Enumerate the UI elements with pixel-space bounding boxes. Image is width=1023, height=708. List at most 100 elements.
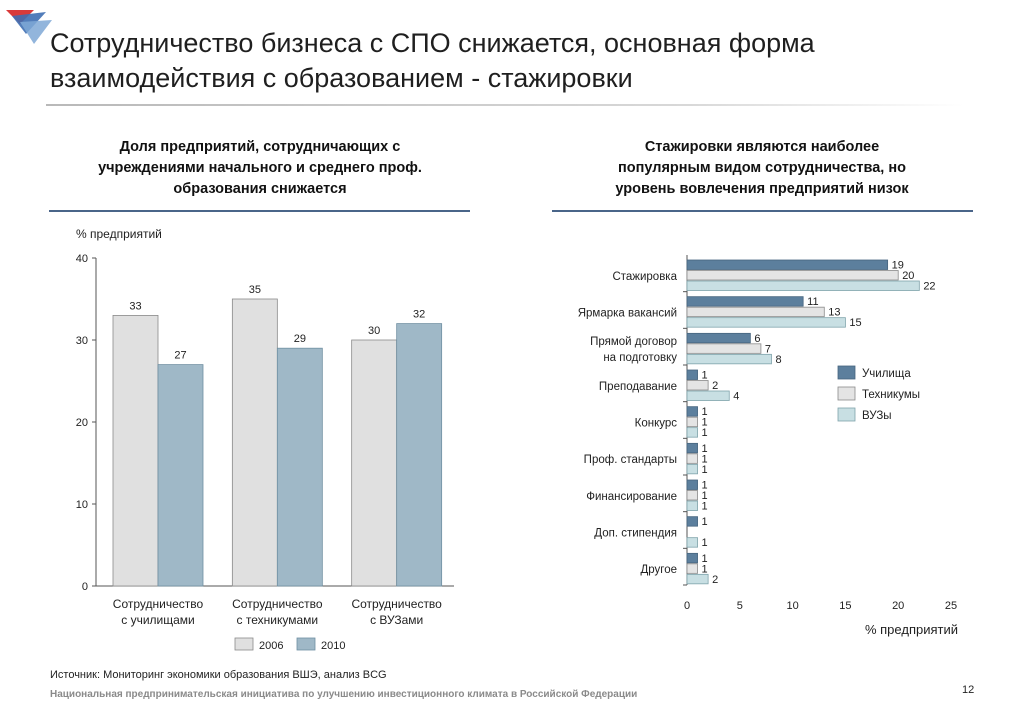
right-heading-line-1: Стажировки являются наиболее xyxy=(644,139,880,155)
left-x-tick-label: Сотрудничество xyxy=(113,597,204,611)
left-x-tick-label: с техникумами xyxy=(237,613,319,627)
bar-2010 xyxy=(396,323,443,587)
hbar-value-label: 6 xyxy=(754,333,760,345)
hbar-ВУЗы xyxy=(686,500,698,511)
footer-org: Национальная предпринимательская инициат… xyxy=(50,689,638,700)
legend-swatch-Техникумы xyxy=(837,386,856,401)
hbar-Училища xyxy=(686,296,804,307)
right-category-label: Стажировка xyxy=(612,271,677,283)
right-category-label: Ярмарка вакансий xyxy=(578,307,677,319)
hbar-value-label: 22 xyxy=(923,281,935,293)
left-y-tick-label: 40 xyxy=(76,253,88,265)
bar-value-label: 30 xyxy=(368,325,380,337)
triangle-logo-icon xyxy=(6,10,52,44)
left-y-tick-label: 10 xyxy=(76,499,88,511)
right-x-tick-label: 5 xyxy=(737,600,743,612)
left-heading-line-2: учреждениями начального и среднего проф. xyxy=(98,160,422,176)
right-x-tick-label: 10 xyxy=(786,600,798,612)
title-line-1: Сотрудничество бизнеса с СПО снижается, … xyxy=(50,28,815,58)
left-panel-heading: Доля предприятий, сотрудничающих с учреж… xyxy=(50,137,470,200)
legend-label-2006: 2006 xyxy=(259,640,283,652)
right-x-axis-label: % предприятий xyxy=(865,622,958,637)
legend-label-ВУЗы: ВУЗы xyxy=(862,410,892,422)
left-y-tick-label: 0 xyxy=(82,581,88,593)
hbar-ВУЗы xyxy=(686,353,772,365)
right-category-label: Финансирование xyxy=(586,491,677,503)
hbar-Техникумы xyxy=(686,453,698,464)
legend-swatch-2010 xyxy=(296,637,316,651)
hbar-Училища xyxy=(686,332,751,344)
hbar-value-label: 1 xyxy=(702,406,708,418)
bar-2006 xyxy=(231,298,278,587)
legend-label-2010: 2010 xyxy=(321,640,345,652)
hbar-value-label: 1 xyxy=(702,480,708,492)
hbar-value-label: 1 xyxy=(702,417,708,429)
hbar-Техникумы xyxy=(686,380,709,391)
hbar-Училища xyxy=(686,516,698,527)
page-title: Сотрудничество бизнеса с СПО снижается, … xyxy=(50,26,1010,96)
right-category-label: на подготовку xyxy=(603,352,677,364)
right-x-tick-label: 0 xyxy=(684,600,690,612)
bar-2006 xyxy=(351,339,398,587)
hbar-Техникумы xyxy=(686,343,762,354)
hbar-value-label: 19 xyxy=(892,260,904,272)
hbar-value-label: 1 xyxy=(702,490,708,502)
right-panel-divider xyxy=(552,210,973,212)
right-category-label: Доп. стипендия xyxy=(594,527,677,539)
hbar-value-label: 15 xyxy=(849,317,861,329)
right-x-tick-label: 15 xyxy=(839,600,851,612)
hbar-value-label: 2 xyxy=(712,380,718,392)
hbar-value-label: 13 xyxy=(828,307,840,319)
page-number: 12 xyxy=(962,684,975,696)
bar-value-label: 29 xyxy=(294,333,306,345)
hbar-ВУЗы xyxy=(686,573,709,585)
right-category-label: Преподавание xyxy=(599,381,677,393)
bar-value-label: 32 xyxy=(413,309,425,321)
right-panel-heading: Стажировки являются наиболее популярным … xyxy=(552,137,972,200)
legend-swatch-2006 xyxy=(234,637,254,651)
hbar-Училища xyxy=(686,552,698,564)
hbar-Училища xyxy=(686,442,698,454)
hbar-ВУЗы xyxy=(686,280,920,291)
left-panel-divider xyxy=(49,210,470,212)
right-category-label: Конкурс xyxy=(635,417,678,429)
hbar-ВУЗы xyxy=(686,390,730,401)
legend-swatch-Училища xyxy=(837,365,856,380)
left-y-axis-label: % предприятий xyxy=(76,227,162,241)
bar-value-label: 33 xyxy=(129,300,141,312)
hbar-value-label: 1 xyxy=(702,516,708,528)
hbar-Техникумы xyxy=(686,270,899,281)
hbar-ВУЗы xyxy=(686,427,698,438)
left-x-tick-label: с ВУЗами xyxy=(370,613,423,627)
hbar-value-label: 1 xyxy=(702,553,708,565)
hbar-Техникумы xyxy=(686,490,698,501)
left-heading-line-3: образования снижается xyxy=(173,181,347,197)
hbar-Техникумы xyxy=(686,416,698,428)
hbar-value-label: 1 xyxy=(702,427,708,439)
hbar-value-label: 8 xyxy=(775,354,781,366)
hbar-ВУЗы xyxy=(686,537,698,548)
bar-2010 xyxy=(157,364,204,587)
left-x-tick-label: Сотрудничество xyxy=(351,597,442,611)
hbar-value-label: 1 xyxy=(702,370,708,382)
hbar-value-label: 2 xyxy=(712,574,718,586)
hbar-Училища xyxy=(686,479,698,490)
hbar-value-label: 20 xyxy=(902,270,914,282)
left-x-tick-label: Сотрудничество xyxy=(232,597,323,611)
hbar-value-label: 1 xyxy=(702,537,708,549)
legend-swatch-ВУЗы xyxy=(837,407,856,422)
right-x-tick-label: 25 xyxy=(945,600,957,612)
left-x-tick-label: с училищами xyxy=(121,613,195,627)
hbar-ВУЗы xyxy=(686,317,846,328)
left-heading-line-1: Доля предприятий, сотрудничающих с xyxy=(119,139,401,155)
bar-value-label: 35 xyxy=(249,284,261,296)
right-category-label: Прямой договор xyxy=(590,336,677,348)
hbar-ВУЗы xyxy=(686,463,698,475)
hbar-value-label: 1 xyxy=(702,443,708,455)
left-y-tick-label: 30 xyxy=(76,335,88,347)
hbar-Училища xyxy=(686,406,698,417)
bar-value-label: 27 xyxy=(174,350,186,362)
hbar-Училища xyxy=(686,369,698,380)
right-x-tick-label: 20 xyxy=(892,600,904,612)
